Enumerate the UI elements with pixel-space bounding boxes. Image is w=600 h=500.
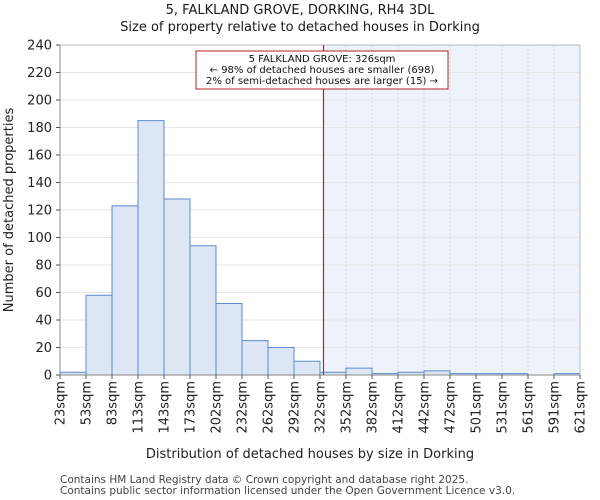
annotation-box xyxy=(195,50,449,90)
histogram-bar xyxy=(189,245,217,376)
y-tick-label: 100 xyxy=(27,231,52,246)
x-tick-label: 591sqm xyxy=(548,381,563,434)
footer-licence: Contains public sector information licen… xyxy=(60,485,516,497)
x-tick-label: 173sqm xyxy=(184,381,199,434)
histogram-bar xyxy=(423,370,451,376)
y-tick-label: 0 xyxy=(44,369,52,384)
chart-subtitle: Size of property relative to detached ho… xyxy=(120,20,480,35)
histogram-bar xyxy=(345,367,373,376)
x-tick-label: 531sqm xyxy=(496,381,511,434)
y-tick-label: 60 xyxy=(35,286,52,301)
footer-copyright: Contains HM Land Registry data © Crown c… xyxy=(60,474,469,486)
y-tick-label: 160 xyxy=(27,149,52,164)
histogram-bar xyxy=(293,360,321,376)
histogram-bar xyxy=(215,303,243,376)
histogram-bar xyxy=(85,294,113,376)
x-tick-label: 23sqm xyxy=(54,381,69,425)
x-tick-label: 83sqm xyxy=(106,381,121,425)
x-tick-label: 262sqm xyxy=(262,381,277,434)
histogram-bar xyxy=(241,340,269,376)
annotation-title: 5 FALKLAND GROVE: 326sqm xyxy=(249,54,396,65)
x-tick-label: 232sqm xyxy=(236,381,251,434)
histogram-bar xyxy=(163,198,191,376)
x-tick-label: 621sqm xyxy=(574,381,589,434)
x-tick-label: 202sqm xyxy=(210,381,225,434)
annotation-smaller: ← 98% of detached houses are smaller (69… xyxy=(210,65,435,76)
y-tick-label: 20 xyxy=(35,341,52,356)
x-tick-label: 322sqm xyxy=(314,381,329,434)
x-tick-label: 561sqm xyxy=(522,381,537,434)
x-axis-title: Distribution of detached houses by size … xyxy=(146,447,474,462)
chart-title: 5, FALKLAND GROVE, DORKING, RH4 3DL xyxy=(165,3,435,18)
x-tick-label: 382sqm xyxy=(366,381,381,434)
x-tick-label: 53sqm xyxy=(80,381,95,425)
y-tick-label: 80 xyxy=(35,259,52,274)
x-tick-label: 292sqm xyxy=(288,381,303,434)
y-tick-label: 220 xyxy=(27,66,52,81)
y-tick-label: 180 xyxy=(27,121,52,136)
x-tick-label: 412sqm xyxy=(392,381,407,434)
y-axis-title: Number of detached properties xyxy=(2,108,17,313)
y-tick-label: 120 xyxy=(27,204,52,219)
y-tick-label: 200 xyxy=(27,94,52,109)
x-tick-label: 143sqm xyxy=(158,381,173,434)
x-tick-label: 442sqm xyxy=(418,381,433,434)
histogram-bar xyxy=(111,205,139,376)
annotation-larger: 2% of semi-detached houses are larger (1… xyxy=(206,76,438,87)
histogram-bar xyxy=(267,347,295,376)
y-tick-label: 40 xyxy=(35,314,52,329)
y-tick-label: 240 xyxy=(27,39,52,54)
y-tick-label: 140 xyxy=(27,176,52,191)
x-tick-label: 472sqm xyxy=(444,381,459,434)
histogram-chart: 0 20 40 60 80 100 120 140 160 180 200 220 240 23sqm 53… xyxy=(2,39,589,463)
x-tick-label: 113sqm xyxy=(132,381,147,434)
x-tick-label: 501sqm xyxy=(470,381,485,434)
x-tick-label: 352sqm xyxy=(340,381,355,434)
histogram-bar xyxy=(137,120,165,376)
